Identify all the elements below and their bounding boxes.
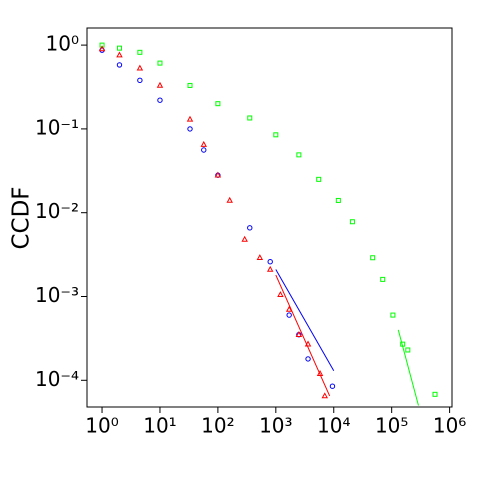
point: [116, 45, 122, 51]
point: [277, 291, 284, 298]
fit-line: [275, 274, 331, 397]
point: [380, 276, 386, 282]
point: [286, 312, 292, 318]
point: [215, 101, 221, 107]
point: [247, 115, 253, 121]
point: [136, 64, 144, 71]
y-tick-label: 10⁰: [46, 32, 79, 56]
point: [390, 312, 396, 318]
point: [273, 132, 279, 138]
y-tick-label: 10⁻³: [35, 283, 79, 307]
point: [187, 126, 193, 132]
x-tick-label: 10³: [259, 414, 292, 438]
y-tick-label: 10⁻⁴: [35, 367, 79, 391]
point: [157, 97, 163, 103]
point: [116, 51, 123, 58]
x-tick-label: 10⁶: [433, 414, 466, 438]
x-tick-label: 10²: [201, 414, 234, 438]
point: [349, 219, 355, 225]
point: [405, 347, 411, 353]
point: [137, 77, 143, 84]
point: [370, 255, 376, 261]
y-tick-label: 10⁻²: [35, 199, 79, 223]
point: [295, 331, 303, 337]
point: [214, 171, 222, 178]
point: [432, 391, 438, 397]
point: [200, 140, 207, 147]
point: [186, 115, 194, 122]
point: [98, 45, 106, 52]
point: [321, 392, 329, 399]
point: [335, 197, 341, 203]
point: [247, 225, 253, 231]
point: [285, 305, 293, 312]
point: [116, 62, 123, 68]
point: [187, 82, 193, 88]
point: [137, 49, 143, 55]
y-axis-label: CCDF: [9, 186, 35, 249]
point: [305, 356, 311, 362]
x-tick-label: 10⁴: [317, 414, 350, 438]
x-tick-label: 10⁵: [375, 414, 408, 438]
point: [256, 254, 264, 261]
point: [266, 265, 274, 272]
point: [201, 147, 207, 153]
point: [329, 383, 336, 389]
point: [316, 176, 322, 182]
plot-frame: [86, 27, 453, 408]
x-tick-label: 10¹: [143, 414, 176, 438]
fit-line: [275, 269, 335, 371]
point: [157, 60, 163, 66]
x-tick-label: 10⁰: [85, 414, 118, 438]
point: [267, 259, 273, 265]
y-tick-label: 10⁻¹: [35, 115, 79, 139]
point: [241, 235, 248, 242]
fit-line: [397, 329, 419, 406]
point: [156, 81, 164, 88]
point: [226, 196, 233, 203]
point: [296, 152, 302, 158]
